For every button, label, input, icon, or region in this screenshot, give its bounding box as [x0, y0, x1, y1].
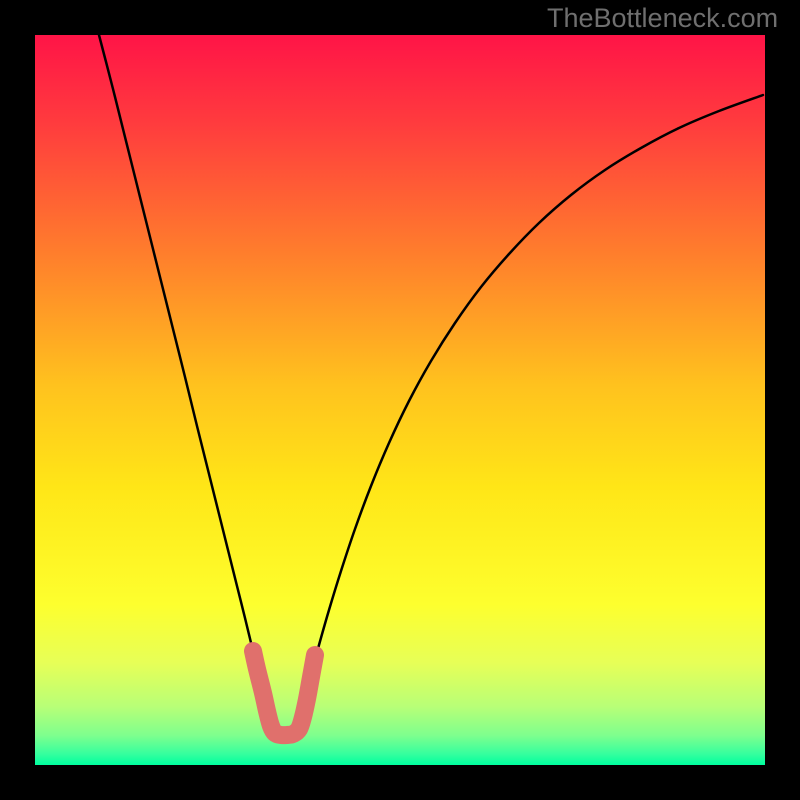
watermark-text: TheBottleneck.com	[547, 3, 778, 34]
plot-svg	[35, 35, 765, 765]
valley-highlight	[253, 651, 315, 735]
plot-area	[35, 35, 765, 765]
right-curve	[305, 95, 763, 697]
left-curve	[99, 35, 265, 697]
